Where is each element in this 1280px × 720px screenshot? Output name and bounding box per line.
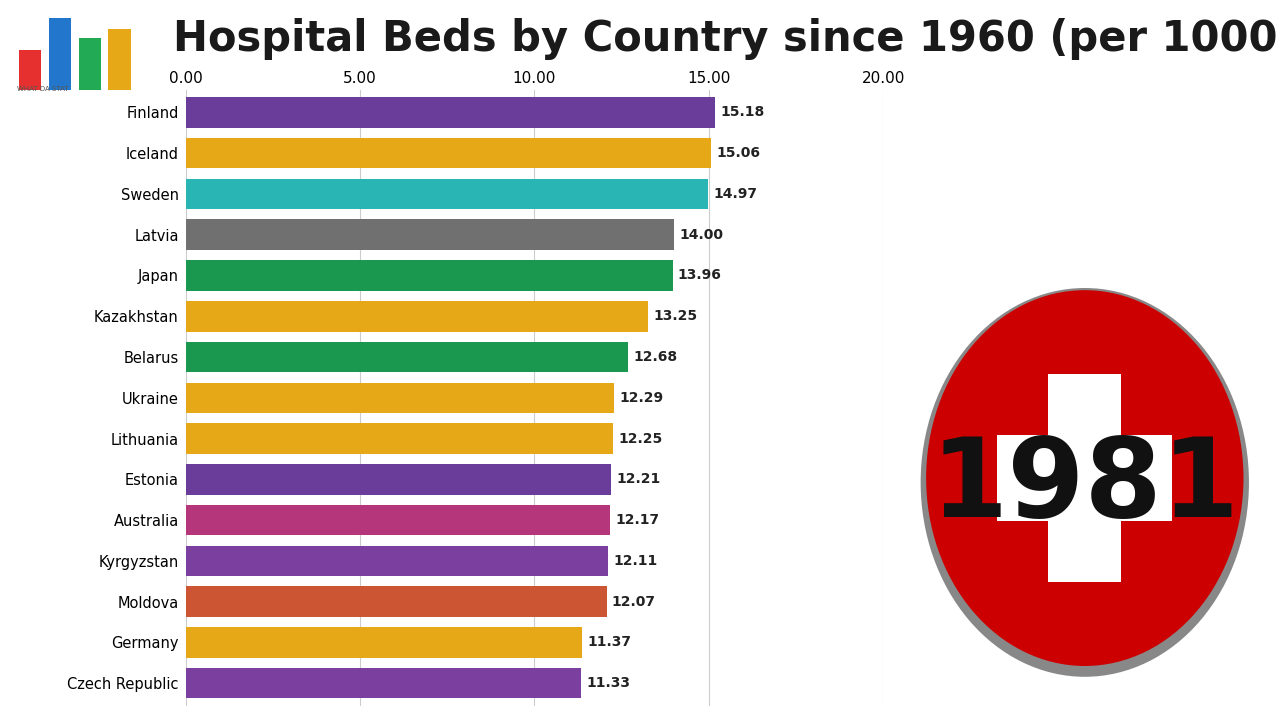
Bar — [186, 97, 716, 127]
Text: 14.00: 14.00 — [680, 228, 723, 242]
Ellipse shape — [920, 288, 1249, 677]
Text: 12.07: 12.07 — [612, 595, 655, 608]
Text: 12.17: 12.17 — [616, 513, 659, 527]
Bar — [186, 464, 612, 495]
Text: 13.96: 13.96 — [677, 269, 722, 282]
Bar — [186, 138, 710, 168]
Text: 14.97: 14.97 — [713, 187, 756, 201]
Bar — [186, 546, 608, 576]
Bar — [78, 38, 101, 90]
Bar — [186, 423, 613, 454]
Text: 12.11: 12.11 — [613, 554, 658, 568]
Text: 15.06: 15.06 — [716, 146, 760, 160]
Bar — [19, 50, 41, 90]
Text: 12.25: 12.25 — [618, 431, 662, 446]
Bar — [186, 505, 611, 536]
Bar — [49, 18, 72, 90]
Bar — [186, 301, 648, 331]
Bar — [186, 220, 675, 250]
Text: 15.18: 15.18 — [721, 105, 764, 120]
Bar — [186, 342, 628, 372]
Text: 12.21: 12.21 — [617, 472, 660, 486]
Text: 11.37: 11.37 — [588, 636, 631, 649]
Text: 12.68: 12.68 — [634, 350, 677, 364]
Text: 13.25: 13.25 — [653, 310, 698, 323]
Bar — [186, 668, 581, 698]
Text: 1981: 1981 — [931, 433, 1239, 540]
Text: Hospital Beds by Country since 1960 (per 1000): Hospital Beds by Country since 1960 (per… — [173, 18, 1280, 60]
Bar — [186, 627, 582, 657]
Bar — [1048, 374, 1121, 582]
Bar — [186, 179, 708, 210]
Text: 12.29: 12.29 — [620, 391, 663, 405]
Bar — [186, 382, 614, 413]
Bar — [186, 260, 672, 291]
Bar — [997, 435, 1172, 521]
Bar — [186, 586, 607, 617]
Bar — [109, 29, 131, 90]
Ellipse shape — [927, 290, 1243, 666]
Text: 11.33: 11.33 — [586, 676, 630, 690]
Text: WHAT DA STAT: WHAT DA STAT — [17, 86, 68, 92]
